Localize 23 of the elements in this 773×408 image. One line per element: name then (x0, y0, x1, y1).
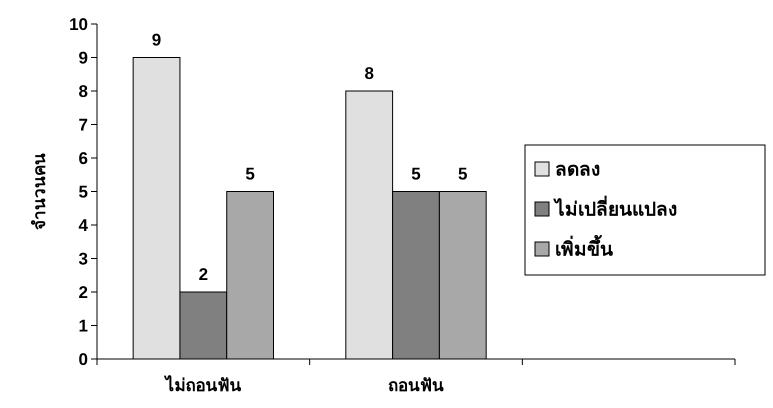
y-tick-label: 4 (78, 216, 89, 235)
data-label: 2 (198, 265, 208, 284)
y-tick-label: 10 (69, 14, 88, 34)
data-label: 5 (458, 164, 468, 184)
x-tick-label: ถอนฟัน (388, 376, 444, 395)
data-label: 8 (364, 64, 374, 83)
y-tick-label: 3 (78, 249, 88, 268)
y-tick-label: 5 (78, 182, 88, 202)
y-tick-label: 8 (78, 82, 88, 101)
y-tick-label: 1 (78, 316, 88, 336)
x-tick-label: ไม่ถอนฟัน (163, 375, 242, 395)
y-axis-title: จำนวนคน (30, 153, 49, 230)
y-tick-label: 6 (78, 148, 88, 168)
y-tick-label: 7 (78, 115, 88, 134)
data-label: 5 (245, 164, 255, 184)
data-label: 5 (411, 164, 421, 184)
legend-label: เพิ่มขึ้น (555, 234, 613, 261)
y-tick-label: 9 (78, 48, 88, 68)
data-label: 9 (152, 30, 162, 50)
legend-label: ลดลง (555, 160, 600, 181)
y-tick-label: 2 (78, 282, 88, 302)
legend-label: ไม่เปลี่ยนแปลง (553, 196, 677, 221)
y-tick-label: 0 (78, 350, 88, 369)
